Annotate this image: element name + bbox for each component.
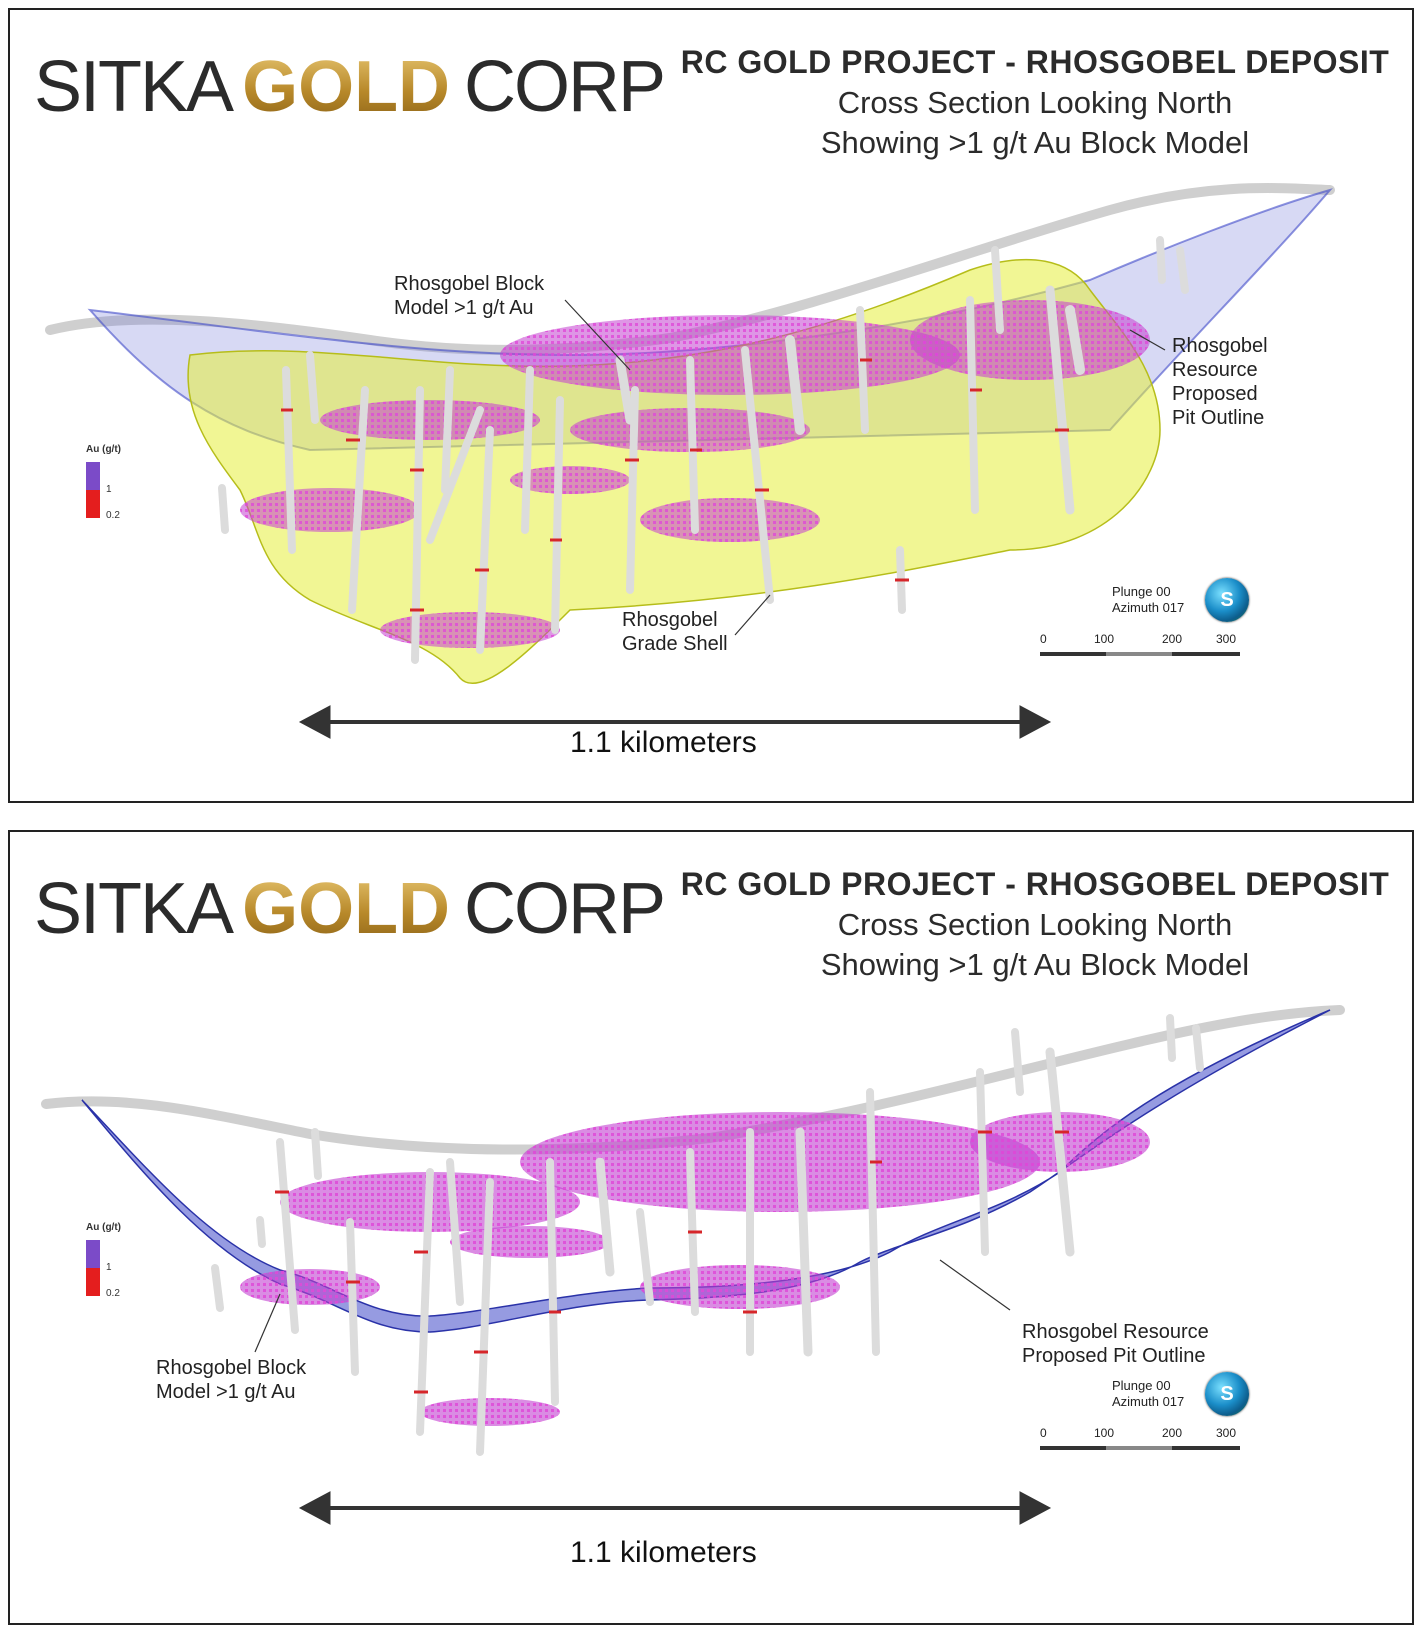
scale-ticks: 0 100 200 300 bbox=[1040, 632, 1237, 646]
label-block-model: Rhosgobel Block Model >1 g/t Au bbox=[394, 273, 545, 319]
legend-color-bar bbox=[86, 1240, 100, 1296]
project-title: RC GOLD PROJECT - RHOSGOBEL DEPOSIT bbox=[680, 866, 1390, 902]
cross-section-scene-bottom bbox=[41, 1005, 1345, 1525]
company-logo: SITKA GOLD CORP bbox=[34, 869, 666, 949]
legend-value-high: 1 bbox=[106, 1262, 112, 1273]
pit-outline bbox=[81, 1009, 1331, 1333]
figure-panel-bottom: SITKA GOLD CORP RC GOLD PROJECT - RHOSGOBE… bbox=[8, 830, 1414, 1625]
legend-color-bar bbox=[86, 462, 100, 518]
company-logo: SITKA GOLD CORP bbox=[34, 47, 666, 127]
subtitle-line-2: Showing >1 g/t Au Block Model bbox=[820, 947, 1250, 982]
label-grade-shell: Rhosgobel Grade Shell bbox=[622, 609, 728, 655]
plunge-azimuth: Plunge 00 Azimuth 017 bbox=[1112, 584, 1185, 615]
drill-holes bbox=[218, 236, 1189, 664]
title-block: RC GOLD PROJECT - RHOSGOBEL DEPOSIT Cros… bbox=[670, 866, 1400, 983]
title-block: RC GOLD PROJECT - RHOSGOBEL DEPOSIT Cros… bbox=[670, 44, 1400, 161]
label-pit-outline: Rhosgobel Resource Proposed Pit Outline bbox=[1022, 1321, 1209, 1367]
leader-grade-shell bbox=[734, 594, 771, 636]
cross-section-scene-top bbox=[45, 183, 1335, 739]
scale-bar-segment bbox=[1106, 652, 1172, 656]
project-title: RC GOLD PROJECT - RHOSGOBEL DEPOSIT bbox=[680, 44, 1390, 80]
subtitle-line-1: Cross Section Looking North bbox=[837, 907, 1233, 942]
scale-orientation: Plunge 00 Azimuth 017 S 0 100 200 300 bbox=[1040, 1372, 1280, 1468]
leader-block-model bbox=[564, 299, 631, 371]
figure-panel-top: SITKA GOLD CORP RC GOLD PROJECT - RHOSGOBE… bbox=[8, 8, 1414, 803]
subtitle-line-2: Showing >1 g/t Au Block Model bbox=[820, 125, 1250, 160]
distance-arrow bbox=[298, 705, 1052, 739]
orientation-globe-icon: S bbox=[1205, 578, 1249, 622]
legend-title: Au (g/t) bbox=[86, 444, 121, 455]
distance-label: 1.1 kilometers bbox=[570, 726, 757, 759]
orientation-globe-icon: S bbox=[1205, 1372, 1249, 1416]
assay-bands bbox=[275, 1130, 1069, 1394]
distance-arrow bbox=[298, 1491, 1052, 1525]
label-block-model: Rhosgobel Block Model >1 g/t Au bbox=[156, 1357, 307, 1403]
scale-ticks: 0 100 200 300 bbox=[1040, 1426, 1237, 1440]
legend-title: Au (g/t) bbox=[86, 1222, 121, 1233]
scale-orientation: Plunge 00 Azimuth 017 S 0 100 200 300 bbox=[1040, 578, 1280, 674]
legend-value-high: 1 bbox=[106, 484, 112, 495]
subtitle-line-1: Cross Section Looking North bbox=[837, 85, 1233, 120]
leader-pit-outline bbox=[939, 1259, 1011, 1311]
distance-label: 1.1 kilometers bbox=[570, 1536, 757, 1569]
legend-value-low: 0.2 bbox=[106, 1288, 120, 1299]
label-pit-outline: Rhosgobel Resource Proposed Pit Outline bbox=[1172, 335, 1268, 429]
leader-pit-outline bbox=[1129, 329, 1166, 351]
grade-legend: Au (g/t) 1 0.2 bbox=[86, 444, 146, 521]
assay-bands bbox=[281, 358, 1069, 612]
leader-block-model bbox=[254, 1293, 281, 1353]
legend-value-low: 0.2 bbox=[106, 510, 120, 521]
drill-holes bbox=[211, 1014, 1204, 1456]
scale-bar-segment bbox=[1106, 1446, 1172, 1450]
grade-legend: Au (g/t) 1 0.2 bbox=[86, 1222, 146, 1299]
plunge-azimuth: Plunge 00 Azimuth 017 bbox=[1112, 1378, 1185, 1409]
